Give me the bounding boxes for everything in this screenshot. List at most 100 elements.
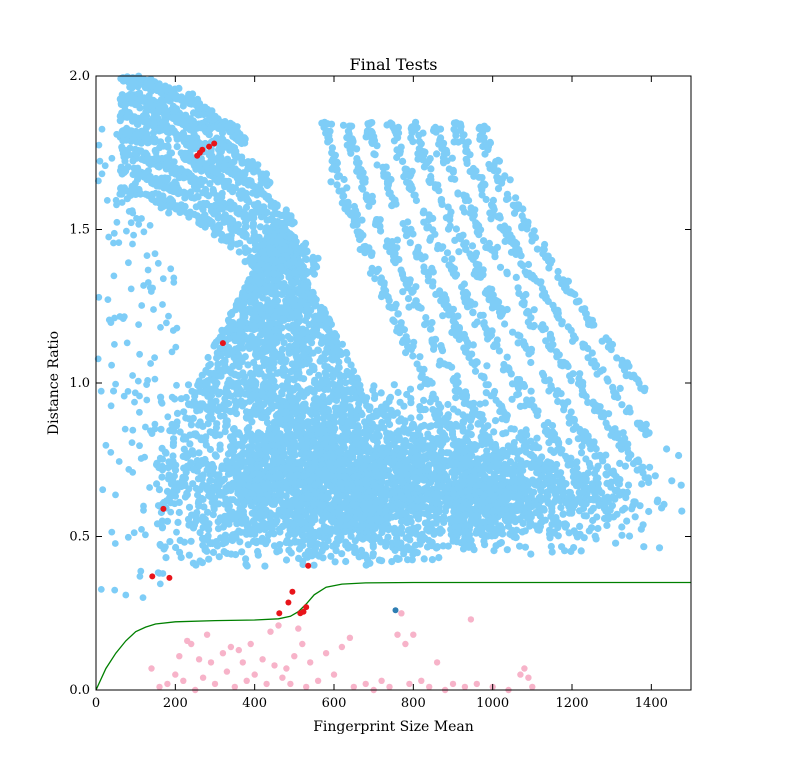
cloud-point	[300, 282, 308, 290]
cloud-point	[394, 436, 402, 444]
cloud-point	[238, 548, 246, 556]
cloud-point	[386, 525, 394, 533]
cloud-point	[283, 378, 292, 386]
cloud-point	[155, 486, 163, 494]
cloud-point	[285, 457, 293, 465]
cloud-point	[416, 403, 424, 411]
cloud-point	[261, 481, 269, 489]
cloud-point	[238, 402, 246, 410]
cloud-point	[247, 396, 255, 404]
cloud-point	[324, 385, 332, 393]
cloud-point	[326, 462, 334, 470]
cloud-point	[347, 395, 355, 403]
cloud-point	[354, 440, 362, 448]
cloud-point	[439, 464, 447, 472]
cloud-point	[204, 532, 212, 540]
cloud-point	[293, 278, 301, 286]
cloud-point	[319, 515, 327, 523]
cloud-point	[429, 406, 437, 414]
cloud-point	[278, 388, 286, 396]
cloud-point	[301, 551, 309, 559]
cloud-point	[481, 399, 489, 407]
cloud-point	[221, 512, 229, 520]
cloud-point	[231, 334, 239, 342]
cloud-point	[431, 512, 439, 520]
cloud-point	[287, 335, 295, 343]
cloud-point	[295, 554, 303, 563]
cloud-point	[238, 358, 246, 366]
cloud-point	[337, 447, 345, 455]
cloud-point	[354, 424, 363, 432]
cloud-point	[369, 506, 377, 514]
cloud-point	[338, 416, 346, 424]
cloud-point	[230, 431, 239, 439]
cloud-point	[322, 324, 330, 332]
cloud-point	[264, 383, 273, 391]
cloud-point	[232, 410, 241, 418]
cloud-point	[227, 325, 235, 333]
cloud-point	[179, 473, 187, 481]
cloud-point	[283, 536, 291, 545]
cloud-point	[433, 543, 441, 551]
cloud-point	[358, 523, 366, 531]
cloud-point	[320, 485, 328, 493]
cloud-point	[195, 449, 203, 457]
cloud-point	[233, 461, 241, 469]
cloud-point	[317, 339, 325, 347]
cloud-point	[221, 428, 229, 436]
cloud-point	[177, 482, 186, 491]
cloud-point	[395, 461, 403, 469]
cloud-point	[309, 327, 317, 335]
cloud-point	[216, 491, 225, 499]
cloud-point	[260, 357, 268, 365]
cloud-point	[341, 400, 349, 409]
cloud-point	[329, 453, 337, 461]
cloud-point	[278, 397, 286, 406]
cloud-point	[251, 380, 259, 388]
cloud-point	[208, 483, 216, 491]
cloud-point	[368, 522, 376, 530]
cloud-point	[375, 432, 383, 440]
cloud-point	[347, 419, 355, 427]
cloud-point	[183, 462, 191, 470]
cloud-point	[188, 511, 196, 519]
cloud-point	[348, 519, 356, 527]
cloud-point	[372, 412, 381, 420]
cloud-point	[176, 536, 184, 545]
cloud-point	[330, 527, 338, 535]
cloud-point	[378, 478, 386, 486]
cloud-point	[125, 94, 133, 102]
cloud-point	[238, 517, 246, 526]
cloud-point	[322, 526, 330, 534]
cloud-point	[414, 496, 422, 504]
cloud-point	[309, 473, 317, 481]
cloud-point	[428, 505, 436, 513]
cloud-point	[382, 538, 390, 546]
cloud-point	[254, 551, 262, 559]
cloud-point	[213, 420, 221, 428]
cloud-point	[199, 517, 207, 525]
cloud-point	[357, 546, 366, 555]
cloud-point	[255, 526, 264, 534]
cloud-point	[205, 520, 213, 528]
cloud-point	[264, 283, 272, 292]
cloud-point	[289, 489, 297, 497]
cloud-point	[312, 444, 320, 452]
cloud-point	[417, 436, 425, 444]
cloud-point	[428, 556, 436, 564]
cloud-point	[311, 481, 319, 489]
cloud-point	[215, 553, 223, 561]
cloud-point	[394, 555, 402, 564]
cloud-point	[194, 98, 202, 106]
cloud-point	[402, 516, 410, 525]
cloud-point	[321, 349, 329, 357]
cloud-point	[421, 405, 429, 414]
cloud-point	[333, 509, 342, 517]
cloud-point	[225, 520, 233, 528]
cloud-point	[533, 434, 541, 442]
cloud-point	[386, 395, 394, 403]
cloud-point	[438, 449, 446, 457]
cloud-point	[240, 300, 248, 308]
cloud-point	[332, 547, 340, 555]
cloud-point	[353, 472, 362, 480]
